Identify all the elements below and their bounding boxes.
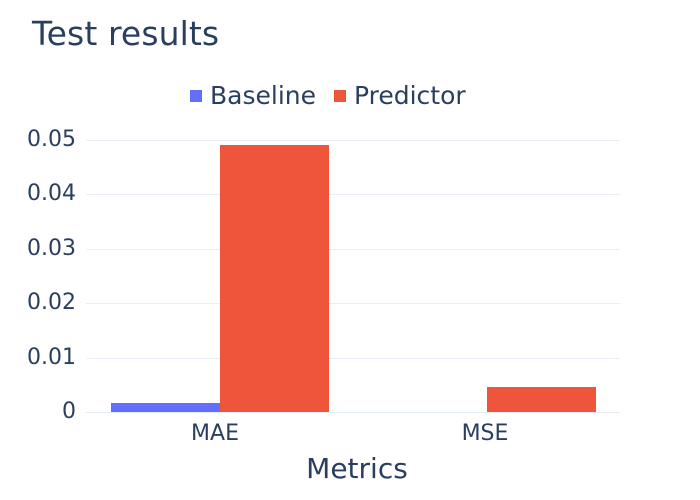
y-tick-label: 0.03 xyxy=(27,235,76,261)
y-tick-label: 0.04 xyxy=(27,181,76,207)
legend-item-predictor[interactable]: Predictor xyxy=(334,82,466,110)
gridline xyxy=(86,357,620,359)
bar-mae-baseline[interactable] xyxy=(110,403,220,412)
legend-swatch-baseline xyxy=(190,90,202,102)
zero-axis-line xyxy=(86,412,620,413)
x-axis-title-text: Metrics xyxy=(306,452,408,485)
gridline xyxy=(86,303,620,305)
legend-label-baseline: Baseline xyxy=(210,81,316,110)
x-axis: MAE MSE xyxy=(86,412,620,452)
legend-item-baseline[interactable]: Baseline xyxy=(190,82,316,110)
legend-label-predictor: Predictor xyxy=(354,81,466,110)
gridline xyxy=(86,140,620,141)
y-tick-label: 0.02 xyxy=(27,290,76,316)
x-tick-label-mse: MSE xyxy=(461,421,509,446)
bar-mse-predictor[interactable] xyxy=(486,386,596,412)
gridline xyxy=(86,248,620,250)
y-axis: 0.05 0.04 0.03 0.02 0.01 0 xyxy=(0,129,86,423)
plot-area xyxy=(86,140,620,413)
bar-mae-predictor[interactable] xyxy=(219,145,329,412)
chart-title: Test results xyxy=(32,14,220,53)
legend-swatch-predictor xyxy=(334,90,346,102)
y-tick-label: 0.01 xyxy=(27,344,76,370)
y-tick-label: 0.05 xyxy=(27,127,76,152)
chart-legend: Baseline Predictor xyxy=(190,80,466,112)
gridline xyxy=(86,194,620,196)
x-tick-label-mae: MAE xyxy=(191,421,239,446)
y-tick-label: 0 xyxy=(62,399,76,424)
x-axis-title: Metrics xyxy=(0,452,700,486)
